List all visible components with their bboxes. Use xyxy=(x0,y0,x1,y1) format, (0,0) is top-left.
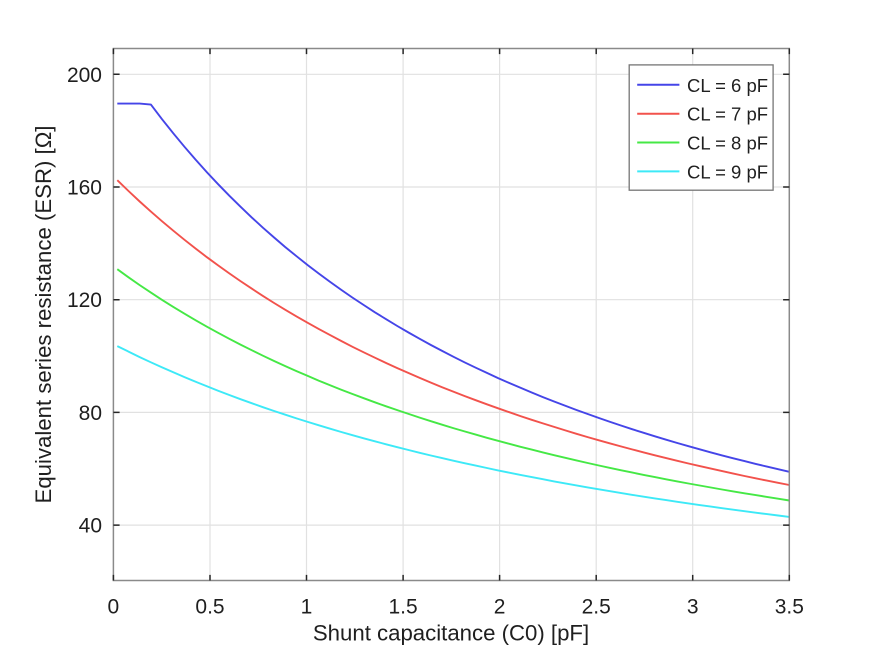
svg-text:1: 1 xyxy=(301,596,313,619)
svg-text:200: 200 xyxy=(67,64,102,87)
svg-text:CL = 7 pF: CL = 7 pF xyxy=(687,104,768,125)
svg-text:CL = 8 pF: CL = 8 pF xyxy=(687,133,768,154)
svg-text:3: 3 xyxy=(687,596,699,619)
svg-text:Shunt capacitance (C0) [pF]: Shunt capacitance (C0) [pF] xyxy=(313,621,589,646)
svg-text:CL = 6 pF: CL = 6 pF xyxy=(687,75,768,96)
svg-text:2: 2 xyxy=(494,596,506,619)
svg-text:CL = 9 pF: CL = 9 pF xyxy=(687,161,768,182)
svg-text:80: 80 xyxy=(79,402,102,425)
svg-text:2.5: 2.5 xyxy=(582,596,611,619)
svg-text:0: 0 xyxy=(108,596,120,619)
svg-text:40: 40 xyxy=(79,515,102,538)
svg-text:1.5: 1.5 xyxy=(388,596,417,619)
svg-text:0.5: 0.5 xyxy=(195,596,224,619)
svg-text:3.5: 3.5 xyxy=(775,596,804,619)
svg-text:160: 160 xyxy=(67,177,102,200)
svg-text:Equivalent series resistance (: Equivalent series resistance (ESR) [Ω] xyxy=(31,126,56,504)
svg-text:120: 120 xyxy=(67,289,102,312)
